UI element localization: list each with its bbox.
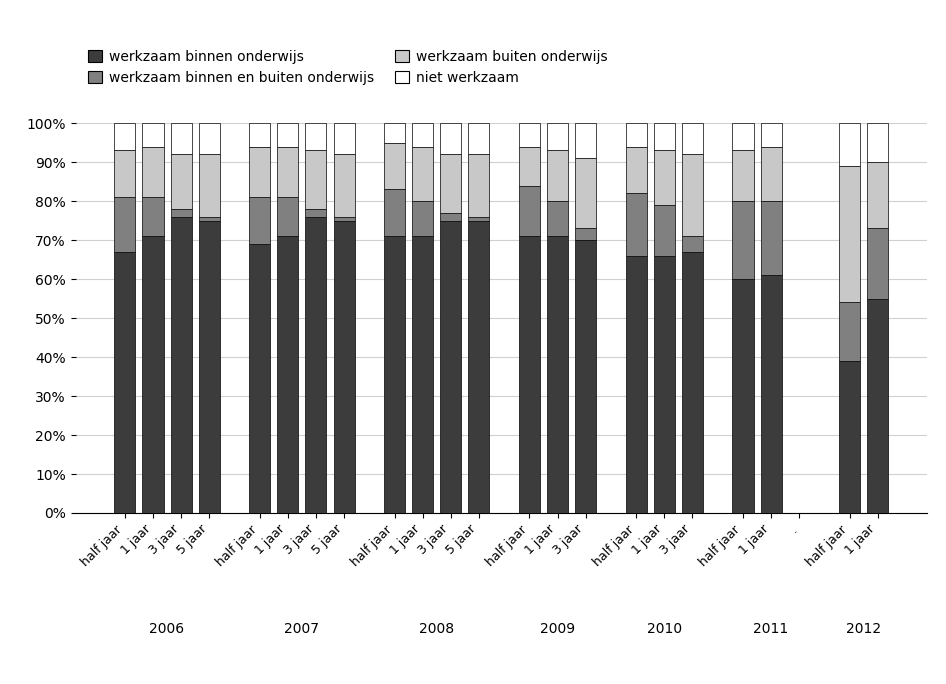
- Bar: [277, 123, 298, 146]
- Bar: [547, 150, 569, 201]
- Bar: [277, 236, 298, 513]
- Bar: [682, 155, 703, 236]
- Bar: [547, 236, 569, 513]
- Bar: [547, 123, 569, 150]
- Bar: [199, 155, 219, 217]
- Bar: [412, 236, 433, 513]
- Bar: [384, 189, 405, 236]
- Bar: [625, 256, 647, 513]
- Bar: [440, 220, 462, 513]
- Bar: [519, 146, 540, 185]
- Bar: [761, 275, 781, 513]
- Bar: [839, 166, 860, 302]
- Bar: [468, 155, 489, 217]
- Bar: [682, 252, 703, 513]
- Bar: [682, 236, 703, 252]
- Bar: [143, 236, 164, 513]
- Bar: [682, 123, 703, 155]
- Bar: [575, 240, 596, 513]
- Bar: [170, 155, 192, 209]
- Bar: [249, 244, 271, 513]
- Text: 2011: 2011: [753, 622, 789, 636]
- Bar: [170, 217, 192, 513]
- Bar: [412, 201, 433, 236]
- Bar: [249, 146, 271, 197]
- Bar: [867, 299, 888, 513]
- Bar: [654, 150, 674, 205]
- Bar: [519, 185, 540, 236]
- Text: 2010: 2010: [647, 622, 682, 636]
- Bar: [519, 236, 540, 513]
- Bar: [440, 155, 462, 213]
- Bar: [199, 217, 219, 220]
- Bar: [654, 123, 674, 150]
- Text: 2006: 2006: [149, 622, 184, 636]
- Bar: [468, 217, 489, 220]
- Bar: [761, 201, 781, 275]
- Bar: [334, 217, 355, 220]
- Bar: [732, 150, 754, 201]
- Bar: [625, 194, 647, 256]
- Bar: [654, 205, 674, 256]
- Bar: [277, 197, 298, 236]
- Bar: [468, 220, 489, 513]
- Bar: [468, 123, 489, 155]
- Bar: [114, 123, 135, 150]
- Bar: [761, 123, 781, 146]
- Bar: [384, 143, 405, 189]
- Bar: [384, 123, 405, 143]
- Bar: [575, 123, 596, 158]
- Bar: [839, 361, 860, 513]
- Bar: [277, 146, 298, 197]
- Bar: [440, 213, 462, 220]
- Bar: [867, 228, 888, 299]
- Bar: [143, 146, 164, 197]
- Bar: [732, 279, 754, 513]
- Bar: [306, 209, 326, 217]
- Bar: [114, 150, 135, 197]
- Bar: [334, 155, 355, 217]
- Bar: [412, 146, 433, 201]
- Bar: [143, 123, 164, 146]
- Bar: [732, 123, 754, 150]
- Bar: [732, 201, 754, 279]
- Text: 2012: 2012: [847, 622, 882, 636]
- Bar: [306, 150, 326, 209]
- Bar: [170, 209, 192, 217]
- Bar: [199, 220, 219, 513]
- Bar: [761, 146, 781, 201]
- Bar: [384, 236, 405, 513]
- Bar: [625, 123, 647, 146]
- Bar: [143, 197, 164, 236]
- Bar: [575, 228, 596, 240]
- Bar: [519, 123, 540, 146]
- Bar: [114, 197, 135, 252]
- Legend: werkzaam binnen onderwijs, werkzaam binnen en buiten onderwijs, werkzaam buiten : werkzaam binnen onderwijs, werkzaam binn…: [82, 44, 613, 90]
- Bar: [334, 220, 355, 513]
- Bar: [412, 123, 433, 146]
- Bar: [839, 302, 860, 361]
- Bar: [547, 201, 569, 236]
- Bar: [249, 123, 271, 146]
- Bar: [654, 256, 674, 513]
- Bar: [440, 123, 462, 155]
- Bar: [575, 158, 596, 228]
- Bar: [306, 217, 326, 513]
- Bar: [839, 123, 860, 166]
- Bar: [625, 146, 647, 194]
- Bar: [114, 252, 135, 513]
- Bar: [867, 123, 888, 162]
- Text: 2009: 2009: [540, 622, 575, 636]
- Bar: [170, 123, 192, 155]
- Text: 2008: 2008: [419, 622, 454, 636]
- Bar: [249, 197, 271, 244]
- Bar: [306, 123, 326, 150]
- Bar: [199, 123, 219, 155]
- Bar: [334, 123, 355, 155]
- Bar: [867, 162, 888, 228]
- Text: 2007: 2007: [285, 622, 320, 636]
